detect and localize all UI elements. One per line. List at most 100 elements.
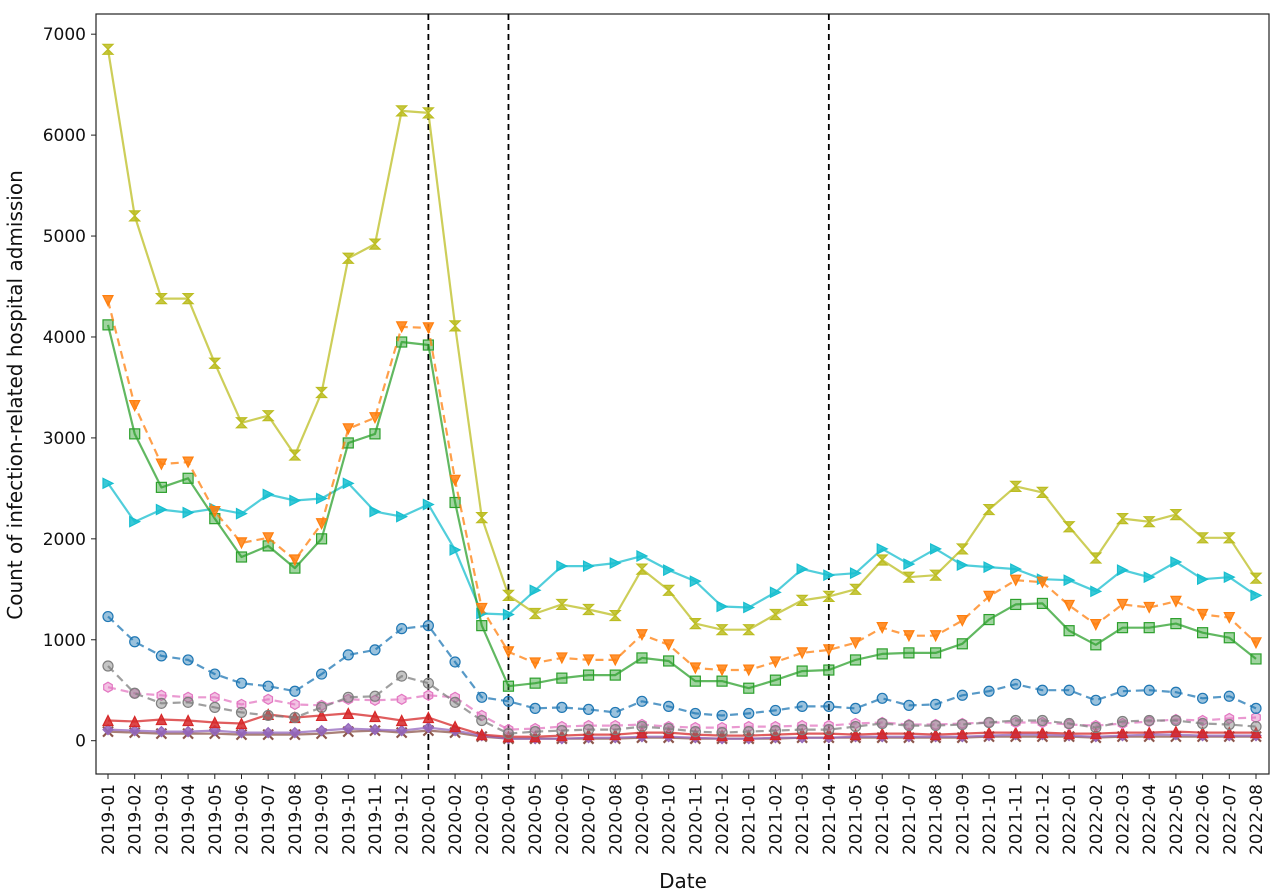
data-point xyxy=(663,722,675,735)
data-point xyxy=(102,477,115,490)
x-tick-label: 2022-07 xyxy=(1220,784,1240,855)
data-point xyxy=(1222,532,1236,544)
data-point xyxy=(289,726,301,739)
data-point xyxy=(422,620,434,632)
data-point xyxy=(1063,599,1076,612)
data-point xyxy=(1196,608,1209,621)
data-point xyxy=(235,417,248,429)
y-tick-label: 7000 xyxy=(43,25,86,45)
x-tick-label: 2020-03 xyxy=(473,784,493,855)
data-point xyxy=(502,589,515,601)
data-point xyxy=(1197,573,1209,586)
data-point xyxy=(290,698,300,711)
data-point xyxy=(823,700,835,712)
data-point xyxy=(208,505,221,518)
data-point xyxy=(902,630,915,643)
data-point xyxy=(849,702,862,714)
x-tick-label: 2020-08 xyxy=(606,784,626,855)
data-point xyxy=(716,600,729,613)
data-point xyxy=(235,717,248,730)
data-point xyxy=(876,542,889,555)
data-point xyxy=(1090,721,1102,734)
data-point xyxy=(315,518,328,531)
data-point xyxy=(1010,598,1022,611)
data-point xyxy=(369,505,382,518)
data-point xyxy=(1036,726,1049,739)
data-point xyxy=(235,551,248,563)
data-point xyxy=(1223,718,1235,731)
data-point xyxy=(769,725,782,737)
data-point xyxy=(582,723,595,736)
data-point xyxy=(743,726,755,738)
data-point xyxy=(449,543,462,556)
data-point xyxy=(208,716,221,729)
data-point xyxy=(342,707,355,720)
data-point xyxy=(1142,516,1156,528)
data-point xyxy=(1169,509,1183,521)
data-point xyxy=(956,727,969,740)
data-point xyxy=(903,558,916,571)
data-point xyxy=(502,646,515,659)
data-point xyxy=(716,727,728,739)
data-point xyxy=(155,725,168,738)
y-tick-label: 1000 xyxy=(43,631,86,651)
y-axis-title: Count of infection-related hospital admi… xyxy=(3,170,27,619)
data-point xyxy=(608,609,622,622)
x-tick-label: 2019-02 xyxy=(126,784,146,855)
x-tick-label: 2022-06 xyxy=(1194,784,1214,855)
data-point xyxy=(930,718,941,731)
plot-frame xyxy=(95,13,1270,775)
x-tick-label: 2019-10 xyxy=(339,784,359,855)
data-point xyxy=(1143,601,1156,614)
data-point xyxy=(315,533,328,545)
data-point xyxy=(1143,622,1155,634)
series-line xyxy=(102,295,1262,677)
y-tick-label: 2000 xyxy=(43,530,86,550)
data-point xyxy=(315,386,329,399)
data-point xyxy=(182,472,194,484)
data-point xyxy=(1143,684,1155,696)
data-point xyxy=(582,560,595,573)
x-tick-label: 2021-03 xyxy=(793,784,813,855)
data-point xyxy=(235,706,248,719)
data-point xyxy=(1062,521,1076,533)
data-point xyxy=(369,723,381,736)
data-point xyxy=(449,496,461,509)
data-point xyxy=(289,685,301,697)
data-point xyxy=(582,603,596,616)
data-point xyxy=(102,714,114,727)
data-point xyxy=(1143,571,1156,584)
data-point xyxy=(609,669,621,681)
data-point xyxy=(209,691,220,703)
data-point xyxy=(903,719,915,732)
data-point xyxy=(1197,717,1209,730)
data-point xyxy=(1143,714,1155,727)
data-point xyxy=(182,725,194,738)
data-point xyxy=(182,456,195,469)
data-point xyxy=(930,719,942,732)
data-point xyxy=(476,620,488,632)
x-tick-label: 2019-04 xyxy=(179,784,199,855)
x-tick-label: 2021-12 xyxy=(1033,784,1053,855)
data-point xyxy=(369,690,381,702)
data-point xyxy=(1010,678,1022,690)
data-point xyxy=(476,691,488,703)
data-point xyxy=(796,723,808,736)
data-point xyxy=(1036,576,1049,589)
data-point xyxy=(368,238,382,250)
data-point xyxy=(636,720,648,733)
x-axis: 2019-01 2019-02 2019-03 2019-04 2019-05 2019-… xyxy=(99,774,1267,855)
x-tick-label: 2022-02 xyxy=(1087,784,1107,855)
data-point xyxy=(102,723,114,736)
data-point xyxy=(768,608,782,621)
data-point xyxy=(982,503,996,516)
data-point xyxy=(796,700,808,712)
data-point xyxy=(449,720,462,733)
data-point xyxy=(1090,694,1102,706)
data-point xyxy=(1116,513,1129,525)
data-point xyxy=(475,602,488,615)
data-point xyxy=(262,680,274,692)
data-point xyxy=(743,601,756,614)
data-point xyxy=(528,607,542,620)
data-point xyxy=(129,687,141,699)
